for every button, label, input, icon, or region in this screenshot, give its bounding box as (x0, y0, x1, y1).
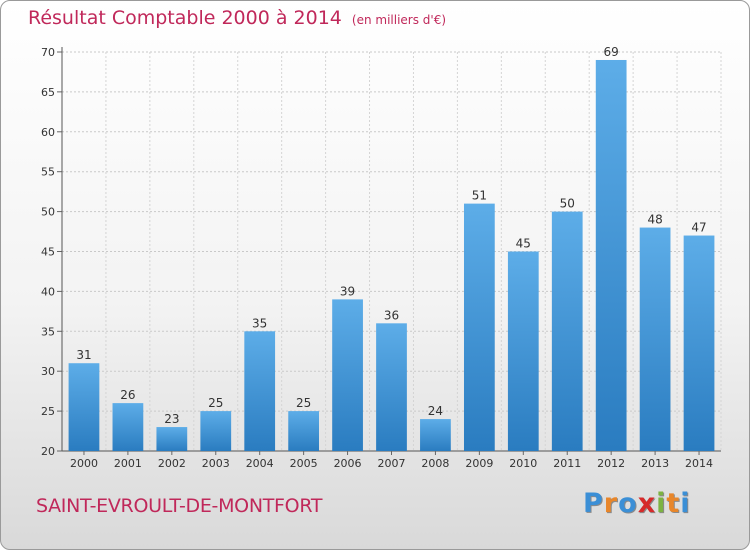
data-label-2003: 25 (208, 396, 223, 410)
chart-title-text: Résultat Comptable 2000 à 2014 (28, 7, 342, 29)
bar-2002 (156, 427, 188, 451)
y-tick-label: 25 (41, 405, 55, 418)
x-tick-label-2011: 2011 (553, 457, 581, 470)
x-tick-label-2013: 2013 (641, 457, 669, 470)
data-labels: 31 26 23 25 35 25 39 36 24 51 45 50 69 48 47 (76, 45, 706, 426)
data-label-2006: 39 (340, 284, 355, 298)
bar-2006 (332, 299, 363, 451)
x-tick-label-2005: 2005 (290, 457, 318, 470)
bar-2004 (244, 331, 276, 451)
data-label-2000: 31 (76, 348, 91, 362)
commune-name: SAINT-EVROULT-DE-MONTFORT (36, 495, 323, 517)
logo-letter: r (603, 488, 619, 519)
bar-2001 (112, 403, 144, 451)
y-tick-label: 30 (41, 365, 55, 378)
bar-2008 (420, 419, 451, 451)
data-label-2008: 24 (428, 404, 443, 418)
logo-letter: P (583, 488, 604, 519)
logo-letter: x (637, 488, 657, 519)
x-tick-label-2002: 2002 (158, 457, 186, 470)
data-label-2013: 48 (647, 213, 662, 227)
bar-2005 (288, 411, 320, 451)
chart-subtitle: (en milliers d'€) (351, 13, 447, 27)
data-label-2010: 45 (516, 237, 531, 251)
x-tick-label-2000: 2000 (70, 457, 98, 470)
bars (68, 59, 715, 451)
data-label-2007: 36 (384, 308, 399, 322)
x-tick-label-2008: 2008 (421, 457, 449, 470)
proxiti-logo: Proxiti (583, 488, 691, 519)
x-tick-label-2012: 2012 (597, 457, 625, 470)
data-label-2012: 69 (604, 45, 619, 59)
x-tick-label-2009: 2009 (465, 457, 493, 470)
chart-title: Résultat Comptable 2000 à 2014 (en millie… (28, 7, 446, 29)
x-tick-label-2010: 2010 (509, 457, 537, 470)
y-tick-label: 60 (41, 126, 55, 139)
bar-2003 (200, 411, 232, 451)
x-tick-label-2014: 2014 (685, 457, 713, 470)
bar-2009 (463, 203, 495, 451)
logo-letter: i (656, 488, 667, 519)
y-tick-label: 50 (41, 206, 55, 219)
x-tick-label-2003: 2003 (202, 457, 230, 470)
bar-2013 (639, 227, 671, 451)
data-label-2005: 25 (296, 396, 311, 410)
y-tick-label: 20 (41, 445, 55, 458)
logo-letter: t (666, 488, 681, 519)
bar-2014 (683, 235, 715, 451)
x-tick-label-2007: 2007 (378, 457, 406, 470)
logo-letter: o (618, 488, 638, 519)
bar-2007 (376, 323, 407, 451)
bar-2000 (68, 363, 100, 451)
y-tick-label: 70 (41, 46, 55, 59)
bar-2010 (507, 251, 539, 451)
data-label-2009: 51 (472, 189, 487, 203)
logo-letter: i (680, 488, 691, 519)
x-tick-label-2004: 2004 (246, 457, 274, 470)
y-tick-label: 65 (41, 86, 55, 99)
y-tick-label: 55 (41, 166, 55, 179)
data-label-2001: 26 (120, 388, 135, 402)
y-tick-label: 35 (41, 325, 55, 338)
data-label-2014: 47 (691, 221, 706, 235)
y-tick-label: 45 (41, 246, 55, 259)
x-tick-label-2006: 2006 (334, 457, 362, 470)
bar-2011 (551, 211, 583, 451)
y-tick-label: 40 (41, 285, 55, 298)
bar-2012 (595, 59, 627, 451)
x-tick-label-2001: 2001 (114, 457, 142, 470)
data-label-2011: 50 (560, 197, 575, 211)
data-label-2004: 35 (252, 316, 267, 330)
data-label-2002: 23 (164, 412, 179, 426)
